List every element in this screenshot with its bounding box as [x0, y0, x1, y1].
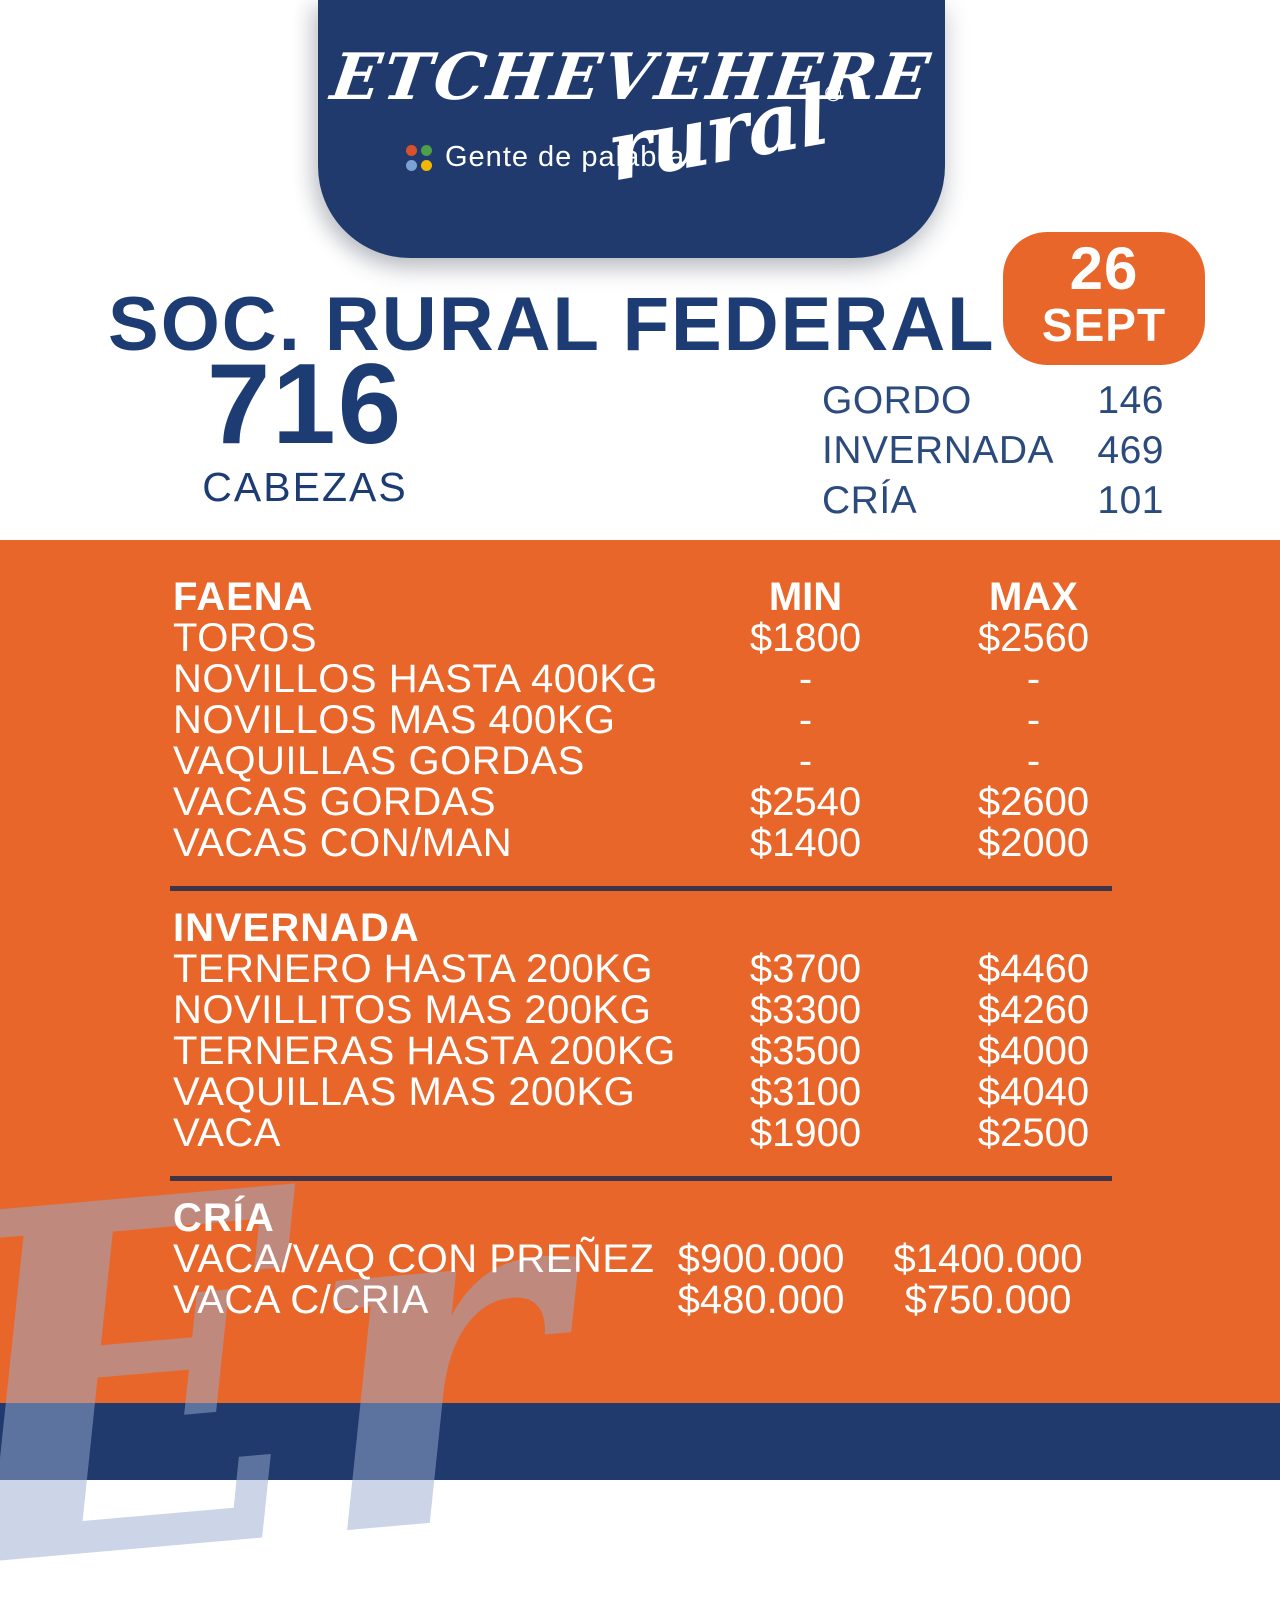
row-min-value: $480.000 [677, 1278, 845, 1322]
row-label: NOVILLITOS MAS 200KG [173, 988, 652, 1032]
row-max-value: $4460 [977, 947, 1090, 991]
brand-header-card: ETCHEVEHERE rural® Gente de palabra. [318, 0, 945, 258]
row-min-value: $3100 [749, 1070, 862, 1114]
summary-value: 469 [1097, 429, 1164, 472]
table-section-header: CRÍA [173, 1198, 1153, 1239]
table-row: VAQUILLAS GORDAS - - [173, 741, 1153, 782]
row-label: NOVILLOS HASTA 400KG [173, 657, 659, 701]
row-max-value: $2000 [977, 821, 1090, 865]
column-header-min: MIN [768, 575, 843, 619]
row-min-value: $1400 [749, 821, 862, 865]
date-badge: 26 SEPT [1003, 232, 1205, 365]
row-max-value: - [1026, 698, 1041, 742]
row-label: VAQUILLAS MAS 200KG [173, 1070, 636, 1114]
footer-bar [0, 1403, 1280, 1480]
row-max-value: $4260 [977, 988, 1090, 1032]
section-title: FAENA [173, 575, 314, 619]
row-max-value: $4040 [977, 1070, 1090, 1114]
row-min-value: - [798, 739, 813, 783]
row-max-value: $1400.000 [893, 1237, 1083, 1281]
summary-label: INVERNADA [822, 429, 1055, 472]
row-min-value: - [798, 657, 813, 701]
section-divider [170, 886, 1112, 891]
head-count-number: 716 [206, 341, 404, 468]
brand-dot-icon [406, 144, 417, 156]
row-max-value: $2560 [977, 616, 1090, 660]
brand-dot-icon [406, 159, 417, 171]
section-title: INVERNADA [173, 906, 420, 950]
table-section: FAENA MIN MAX TOROS $1800 $2560 NOVILLOS HASTA… [173, 577, 1153, 864]
row-label: NOVILLOS MAS 400KG [173, 698, 616, 742]
summary-value: 101 [1097, 479, 1164, 522]
table-row: TOROS $1800 $2560 [173, 618, 1153, 659]
row-min-value: $1900 [749, 1111, 862, 1155]
brand-tagline-row: Gente de palabra. [406, 141, 694, 174]
summary-list: GORDO 146 INVERNADA 469 CRÍA 101 [822, 376, 1164, 526]
brand-tagline: Gente de palabra. [445, 141, 695, 173]
row-max-value: - [1026, 739, 1041, 783]
summary-row: GORDO 146 [822, 376, 1164, 426]
section-divider [170, 1176, 1112, 1181]
row-max-value: $4000 [977, 1029, 1090, 1073]
table-section: INVERNADA TERNERO HASTA 200KG $3700 $4460 NO… [173, 908, 1153, 1154]
row-min-value: $3700 [749, 947, 862, 991]
summary-label: CRÍA [822, 479, 918, 522]
row-min-value: $2540 [749, 780, 862, 824]
row-label: VACAS CON/MAN [173, 821, 513, 865]
brand-dot-icon [421, 144, 432, 156]
column-header-max: MAX [989, 575, 1078, 619]
price-table: FAENA MIN MAX TOROS $1800 $2560 NOVILLOS HASTA… [170, 577, 1153, 1321]
table-row: NOVILLOS MAS 400KG - - [173, 700, 1153, 741]
summary-label: GORDO [822, 379, 972, 422]
row-min-value: - [798, 698, 813, 742]
summary-row: CRÍA 101 [822, 476, 1164, 526]
row-label: TERNERO HASTA 200KG [173, 947, 654, 991]
row-label: TERNERAS HASTA 200KG [173, 1029, 676, 1073]
page-title: SOC. RURAL FEDERAL [108, 282, 996, 367]
table-row: TERNERO HASTA 200KG $3700 $4460 [173, 949, 1153, 990]
table-section: CRÍA VACA/VAQ CON PREÑEZ $900.000 $1400.000… [173, 1198, 1153, 1321]
table-row: VACAS GORDAS $2540 $2600 [173, 782, 1153, 823]
table-row: NOVILLITOS MAS 200KG $3300 $4260 [173, 990, 1153, 1031]
registered-mark-icon: ® [820, 80, 847, 109]
row-label: VACA [173, 1111, 281, 1155]
summary-row: INVERNADA 469 [822, 426, 1164, 476]
row-label: TOROS [173, 616, 318, 660]
summary-value: 146 [1097, 379, 1164, 422]
row-min-value: $3500 [749, 1029, 862, 1073]
row-max-value: - [1026, 657, 1041, 701]
row-max-value: $2600 [977, 780, 1090, 824]
row-label: VAQUILLAS GORDAS [173, 739, 585, 783]
price-panel: FAENA MIN MAX TOROS $1800 $2560 NOVILLOS HASTA… [0, 540, 1280, 1403]
row-max-value: $750.000 [904, 1278, 1072, 1322]
row-label: VACAS GORDAS [173, 780, 497, 824]
date-badge-month: SEPT [1041, 299, 1167, 351]
head-count-label: CABEZAS [202, 464, 408, 510]
date-badge-day: 26 [1069, 235, 1139, 302]
row-label: VACA C/CRIA [173, 1278, 429, 1322]
table-row: VACA/VAQ CON PREÑEZ $900.000 $1400.000 [173, 1239, 1153, 1280]
brand-dot-icon [421, 159, 432, 171]
row-label: VACA/VAQ CON PREÑEZ [173, 1237, 655, 1281]
table-row: VAQUILLAS MAS 200KG $3100 $4040 [173, 1072, 1153, 1113]
table-section-header: FAENA MIN MAX [173, 577, 1153, 618]
table-row: VACA $1900 $2500 [173, 1113, 1153, 1154]
brand-dots-icon [406, 144, 432, 171]
table-section-header: INVERNADA [173, 908, 1153, 949]
table-row: VACA C/CRIA $480.000 $750.000 [173, 1280, 1153, 1321]
table-row: VACAS CON/MAN $1400 $2000 [173, 823, 1153, 864]
row-min-value: $3300 [749, 988, 862, 1032]
section-title: CRÍA [173, 1196, 275, 1240]
row-max-value: $2500 [977, 1111, 1090, 1155]
table-row: NOVILLOS HASTA 400KG - - [173, 659, 1153, 700]
row-min-value: $900.000 [677, 1237, 845, 1281]
table-row: TERNERAS HASTA 200KG $3500 $4000 [173, 1031, 1153, 1072]
row-min-value: $1800 [749, 616, 862, 660]
